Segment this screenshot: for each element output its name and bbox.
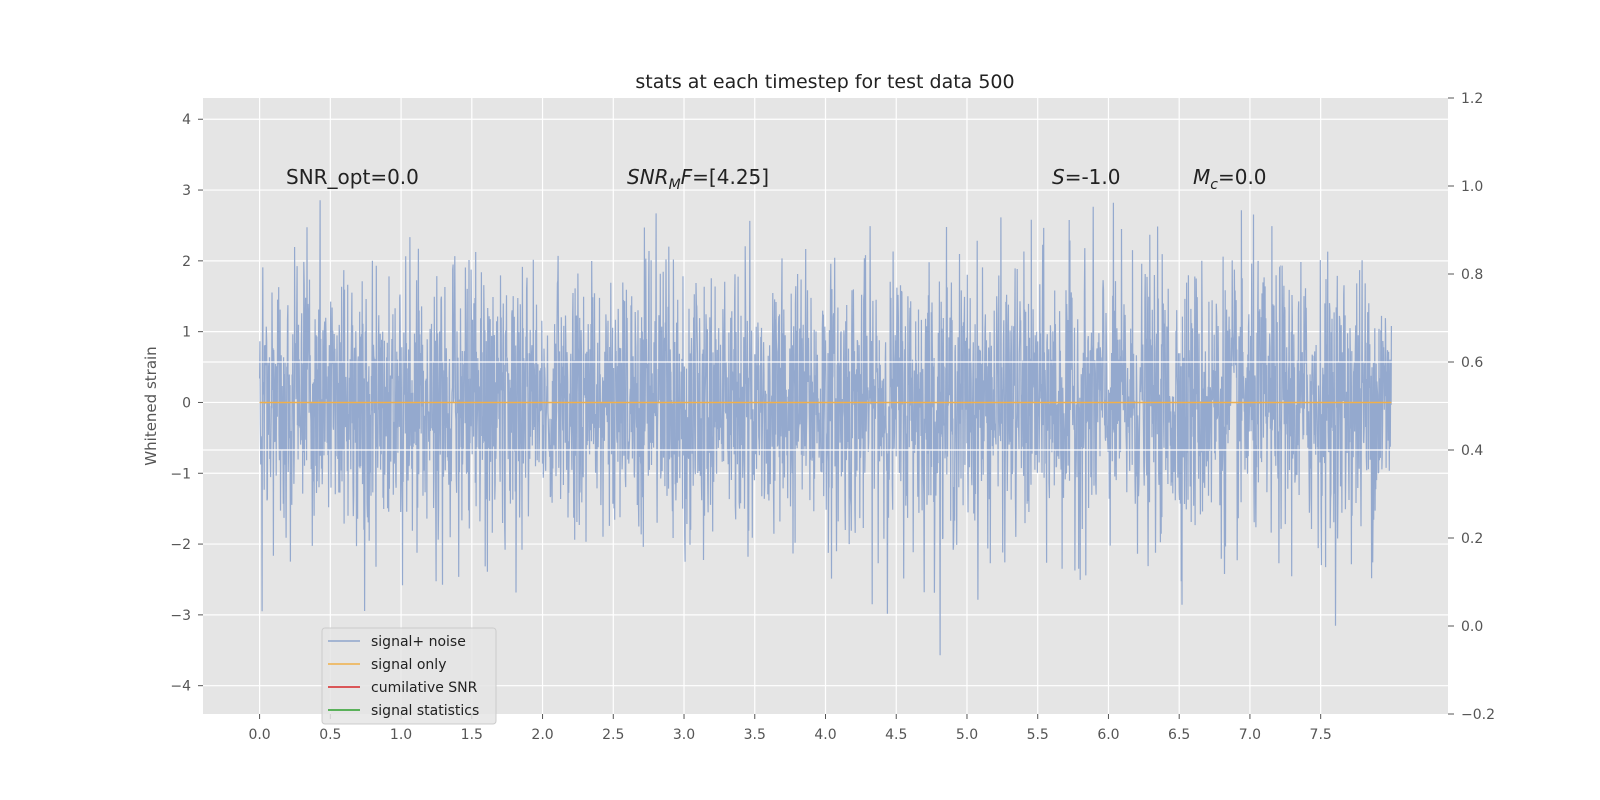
x-tick-label: 0.5 <box>319 727 341 743</box>
legend-label-signal-plus-noise: signal+ noise <box>371 634 466 650</box>
y2-tick-label: −0.2 <box>1461 707 1495 723</box>
y2-tick-label: 1.2 <box>1461 91 1483 107</box>
x-tick-label: 0.0 <box>248 727 270 743</box>
series-signal-plus-noise <box>259 200 1392 656</box>
secondary-axis-lines <box>203 361 1448 451</box>
x-tick-label: 6.0 <box>1097 727 1119 743</box>
x-tick-label: 1.5 <box>461 727 483 743</box>
x-tick-label: 3.0 <box>673 727 695 743</box>
y-tick-label: 4 <box>182 112 191 128</box>
y-tick-label: −2 <box>170 537 191 553</box>
y-tick-label: −3 <box>170 608 191 624</box>
y-tick-label: 1 <box>182 325 191 341</box>
y-tick-label: −4 <box>170 679 191 695</box>
legend-box <box>321 627 497 725</box>
y-tick-label: 2 <box>182 254 191 270</box>
annotation-s: S=-1.0 <box>1052 165 1120 189</box>
y-tick-label: −1 <box>170 466 191 482</box>
legend-label-signal-statistics: signal statistics <box>371 703 479 719</box>
annotation-mc: Mc=0.0 <box>1193 165 1267 193</box>
x-tick-label: 5.0 <box>956 727 978 743</box>
x-tick-label: 7.0 <box>1239 727 1261 743</box>
x-tick-label: 2.5 <box>602 727 624 743</box>
series-signal-plus-noise-path <box>259 200 1392 656</box>
y-tick-label: 3 <box>182 183 191 199</box>
y2-tick-label: 0.2 <box>1461 531 1483 547</box>
y-axis-label: Whitened strain <box>142 346 160 465</box>
legend-label-signal-only: signal only <box>371 657 446 673</box>
y-axis: 4 3 2 1 0 −1 −2 −3 −4 <box>170 112 203 695</box>
y2-tick-label: 0.6 <box>1461 355 1483 371</box>
x-tick-label: 2.0 <box>531 727 553 743</box>
x-axis: 0.0 0.5 1.0 1.5 2.0 2.5 3.0 3.5 4.0 4.5 5.0 5.5 6.0 6… <box>248 714 1332 743</box>
x-tick-label: 5.5 <box>1027 727 1049 743</box>
legend-label-cumilative-snr: cumilative SNR <box>371 680 478 696</box>
y2-tick-label: 0.0 <box>1461 619 1483 635</box>
y2-tick-label: 0.8 <box>1461 267 1483 283</box>
annotation-snr-mf: SNRMF=[4.25] <box>627 165 769 193</box>
x-tick-label: 6.5 <box>1168 727 1190 743</box>
y2-tick-label: 0.4 <box>1461 443 1483 459</box>
y2-tick-label: 1.0 <box>1461 179 1483 195</box>
x-tick-label: 4.0 <box>814 727 836 743</box>
x-tick-label: 1.0 <box>390 727 412 743</box>
x-tick-label: 4.5 <box>885 727 907 743</box>
x-tick-label: 3.5 <box>744 727 766 743</box>
annotation-snr-opt: SNR_opt=0.0 <box>286 165 419 189</box>
x-tick-label: 7.5 <box>1310 727 1332 743</box>
y2-axis: 1.2 1.0 0.8 0.6 0.4 0.2 0.0 −0.2 <box>1448 91 1495 723</box>
chart-title: stats at each timestep for test data 500 <box>635 71 1014 93</box>
y-tick-label: 0 <box>182 395 191 411</box>
legend: signal+ noise signal only cumilative SNR… <box>321 627 497 725</box>
